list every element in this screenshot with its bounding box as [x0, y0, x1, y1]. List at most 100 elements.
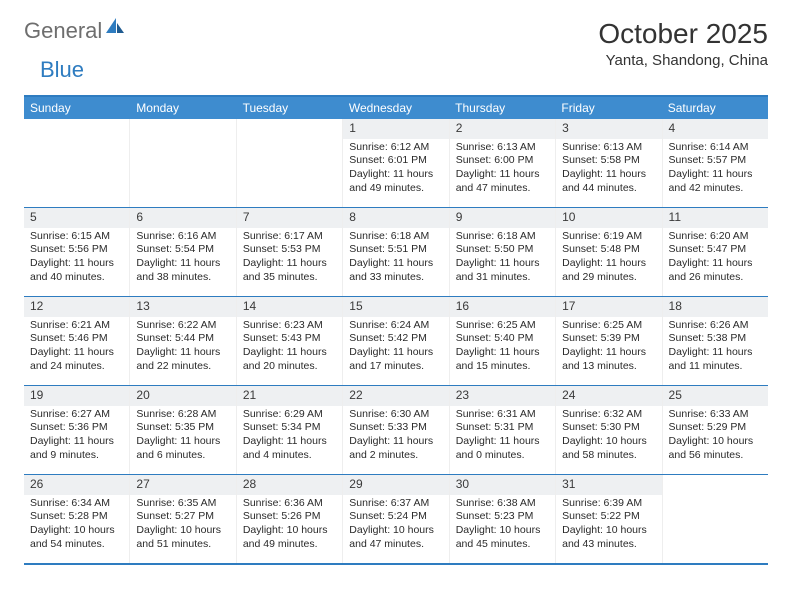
daylight-text: Daylight: 11 hours — [669, 168, 762, 182]
day-cell: 21Sunrise: 6:29 AMSunset: 5:34 PMDayligh… — [237, 386, 343, 474]
day-cell: 8Sunrise: 6:18 AMSunset: 5:51 PMDaylight… — [343, 208, 449, 296]
sunrise-text: Sunrise: 6:23 AM — [243, 319, 336, 333]
sunset-text: Sunset: 5:31 PM — [456, 421, 549, 435]
day-info: Sunrise: 6:37 AMSunset: 5:24 PMDaylight:… — [343, 495, 448, 556]
daylight-text: and 40 minutes. — [30, 271, 123, 285]
day-info: Sunrise: 6:36 AMSunset: 5:26 PMDaylight:… — [237, 495, 342, 556]
week-row: 26Sunrise: 6:34 AMSunset: 5:28 PMDayligh… — [24, 474, 768, 563]
daylight-text: and 22 minutes. — [136, 360, 229, 374]
sunset-text: Sunset: 5:36 PM — [30, 421, 123, 435]
sunrise-text: Sunrise: 6:36 AM — [243, 497, 336, 511]
sunset-text: Sunset: 5:48 PM — [562, 243, 655, 257]
day-number: 26 — [24, 475, 129, 495]
day-cell: 11Sunrise: 6:20 AMSunset: 5:47 PMDayligh… — [663, 208, 768, 296]
day-cell: 25Sunrise: 6:33 AMSunset: 5:29 PMDayligh… — [663, 386, 768, 474]
sunset-text: Sunset: 5:47 PM — [669, 243, 762, 257]
day-number: 3 — [556, 119, 661, 139]
sunrise-text: Sunrise: 6:25 AM — [456, 319, 549, 333]
sunrise-text: Sunrise: 6:26 AM — [669, 319, 762, 333]
day-number: 25 — [663, 386, 768, 406]
daylight-text: and 15 minutes. — [456, 360, 549, 374]
daylight-text: and 31 minutes. — [456, 271, 549, 285]
sunrise-text: Sunrise: 6:38 AM — [456, 497, 549, 511]
sunrise-text: Sunrise: 6:31 AM — [456, 408, 549, 422]
day-number: 15 — [343, 297, 448, 317]
day-cell: 31Sunrise: 6:39 AMSunset: 5:22 PMDayligh… — [556, 475, 662, 563]
day-info: Sunrise: 6:16 AMSunset: 5:54 PMDaylight:… — [130, 228, 235, 289]
sunset-text: Sunset: 5:27 PM — [136, 510, 229, 524]
day-info: Sunrise: 6:18 AMSunset: 5:51 PMDaylight:… — [343, 228, 448, 289]
daylight-text: Daylight: 10 hours — [562, 435, 655, 449]
sunset-text: Sunset: 5:51 PM — [349, 243, 442, 257]
day-number: 21 — [237, 386, 342, 406]
daylight-text: Daylight: 10 hours — [136, 524, 229, 538]
daylight-text: and 0 minutes. — [456, 449, 549, 463]
sunrise-text: Sunrise: 6:13 AM — [456, 141, 549, 155]
day-cell: 28Sunrise: 6:36 AMSunset: 5:26 PMDayligh… — [237, 475, 343, 563]
sunrise-text: Sunrise: 6:30 AM — [349, 408, 442, 422]
sunrise-text: Sunrise: 6:20 AM — [669, 230, 762, 244]
daylight-text: and 42 minutes. — [669, 182, 762, 196]
day-cell — [130, 119, 236, 207]
sunrise-text: Sunrise: 6:33 AM — [669, 408, 762, 422]
day-info: Sunrise: 6:32 AMSunset: 5:30 PMDaylight:… — [556, 406, 661, 467]
day-cell: 15Sunrise: 6:24 AMSunset: 5:42 PMDayligh… — [343, 297, 449, 385]
sunset-text: Sunset: 5:28 PM — [30, 510, 123, 524]
day-name: Saturday — [662, 97, 768, 119]
daylight-text: Daylight: 11 hours — [243, 435, 336, 449]
day-number: 8 — [343, 208, 448, 228]
day-info: Sunrise: 6:27 AMSunset: 5:36 PMDaylight:… — [24, 406, 129, 467]
day-info: Sunrise: 6:34 AMSunset: 5:28 PMDaylight:… — [24, 495, 129, 556]
daylight-text: Daylight: 11 hours — [136, 346, 229, 360]
day-info: Sunrise: 6:39 AMSunset: 5:22 PMDaylight:… — [556, 495, 661, 556]
days-header: SundayMondayTuesdayWednesdayThursdayFrid… — [24, 97, 768, 119]
day-info: Sunrise: 6:25 AMSunset: 5:40 PMDaylight:… — [450, 317, 555, 378]
sunset-text: Sunset: 5:50 PM — [456, 243, 549, 257]
sunrise-text: Sunrise: 6:16 AM — [136, 230, 229, 244]
day-number: 4 — [663, 119, 768, 139]
sunrise-text: Sunrise: 6:21 AM — [30, 319, 123, 333]
sunset-text: Sunset: 5:33 PM — [349, 421, 442, 435]
daylight-text: Daylight: 11 hours — [349, 346, 442, 360]
daylight-text: Daylight: 11 hours — [349, 168, 442, 182]
sunrise-text: Sunrise: 6:15 AM — [30, 230, 123, 244]
sunrise-text: Sunrise: 6:18 AM — [456, 230, 549, 244]
day-name: Sunday — [24, 97, 130, 119]
sunset-text: Sunset: 5:29 PM — [669, 421, 762, 435]
daylight-text: Daylight: 10 hours — [456, 524, 549, 538]
day-number: 20 — [130, 386, 235, 406]
daylight-text: and 47 minutes. — [349, 538, 442, 552]
daylight-text: Daylight: 11 hours — [30, 435, 123, 449]
day-info: Sunrise: 6:22 AMSunset: 5:44 PMDaylight:… — [130, 317, 235, 378]
daylight-text: Daylight: 11 hours — [562, 257, 655, 271]
sunrise-text: Sunrise: 6:28 AM — [136, 408, 229, 422]
day-cell — [24, 119, 130, 207]
day-info: Sunrise: 6:33 AMSunset: 5:29 PMDaylight:… — [663, 406, 768, 467]
sunset-text: Sunset: 6:00 PM — [456, 154, 549, 168]
day-number: 17 — [556, 297, 661, 317]
daylight-text: and 38 minutes. — [136, 271, 229, 285]
day-number: 19 — [24, 386, 129, 406]
day-info: Sunrise: 6:28 AMSunset: 5:35 PMDaylight:… — [130, 406, 235, 467]
sail-icon — [105, 17, 125, 40]
daylight-text: and 29 minutes. — [562, 271, 655, 285]
daylight-text: Daylight: 10 hours — [349, 524, 442, 538]
day-cell: 4Sunrise: 6:14 AMSunset: 5:57 PMDaylight… — [663, 119, 768, 207]
week-row: 19Sunrise: 6:27 AMSunset: 5:36 PMDayligh… — [24, 385, 768, 474]
sunrise-text: Sunrise: 6:24 AM — [349, 319, 442, 333]
daylight-text: Daylight: 11 hours — [243, 257, 336, 271]
daylight-text: Daylight: 11 hours — [669, 346, 762, 360]
day-number: 11 — [663, 208, 768, 228]
day-info: Sunrise: 6:31 AMSunset: 5:31 PMDaylight:… — [450, 406, 555, 467]
day-cell: 29Sunrise: 6:37 AMSunset: 5:24 PMDayligh… — [343, 475, 449, 563]
calendar: SundayMondayTuesdayWednesdayThursdayFrid… — [24, 95, 768, 565]
day-cell: 14Sunrise: 6:23 AMSunset: 5:43 PMDayligh… — [237, 297, 343, 385]
daylight-text: and 56 minutes. — [669, 449, 762, 463]
day-number: 16 — [450, 297, 555, 317]
day-number: 9 — [450, 208, 555, 228]
day-number: 12 — [24, 297, 129, 317]
sunrise-text: Sunrise: 6:37 AM — [349, 497, 442, 511]
sunrise-text: Sunrise: 6:14 AM — [669, 141, 762, 155]
day-info: Sunrise: 6:25 AMSunset: 5:39 PMDaylight:… — [556, 317, 661, 378]
daylight-text: and 54 minutes. — [30, 538, 123, 552]
